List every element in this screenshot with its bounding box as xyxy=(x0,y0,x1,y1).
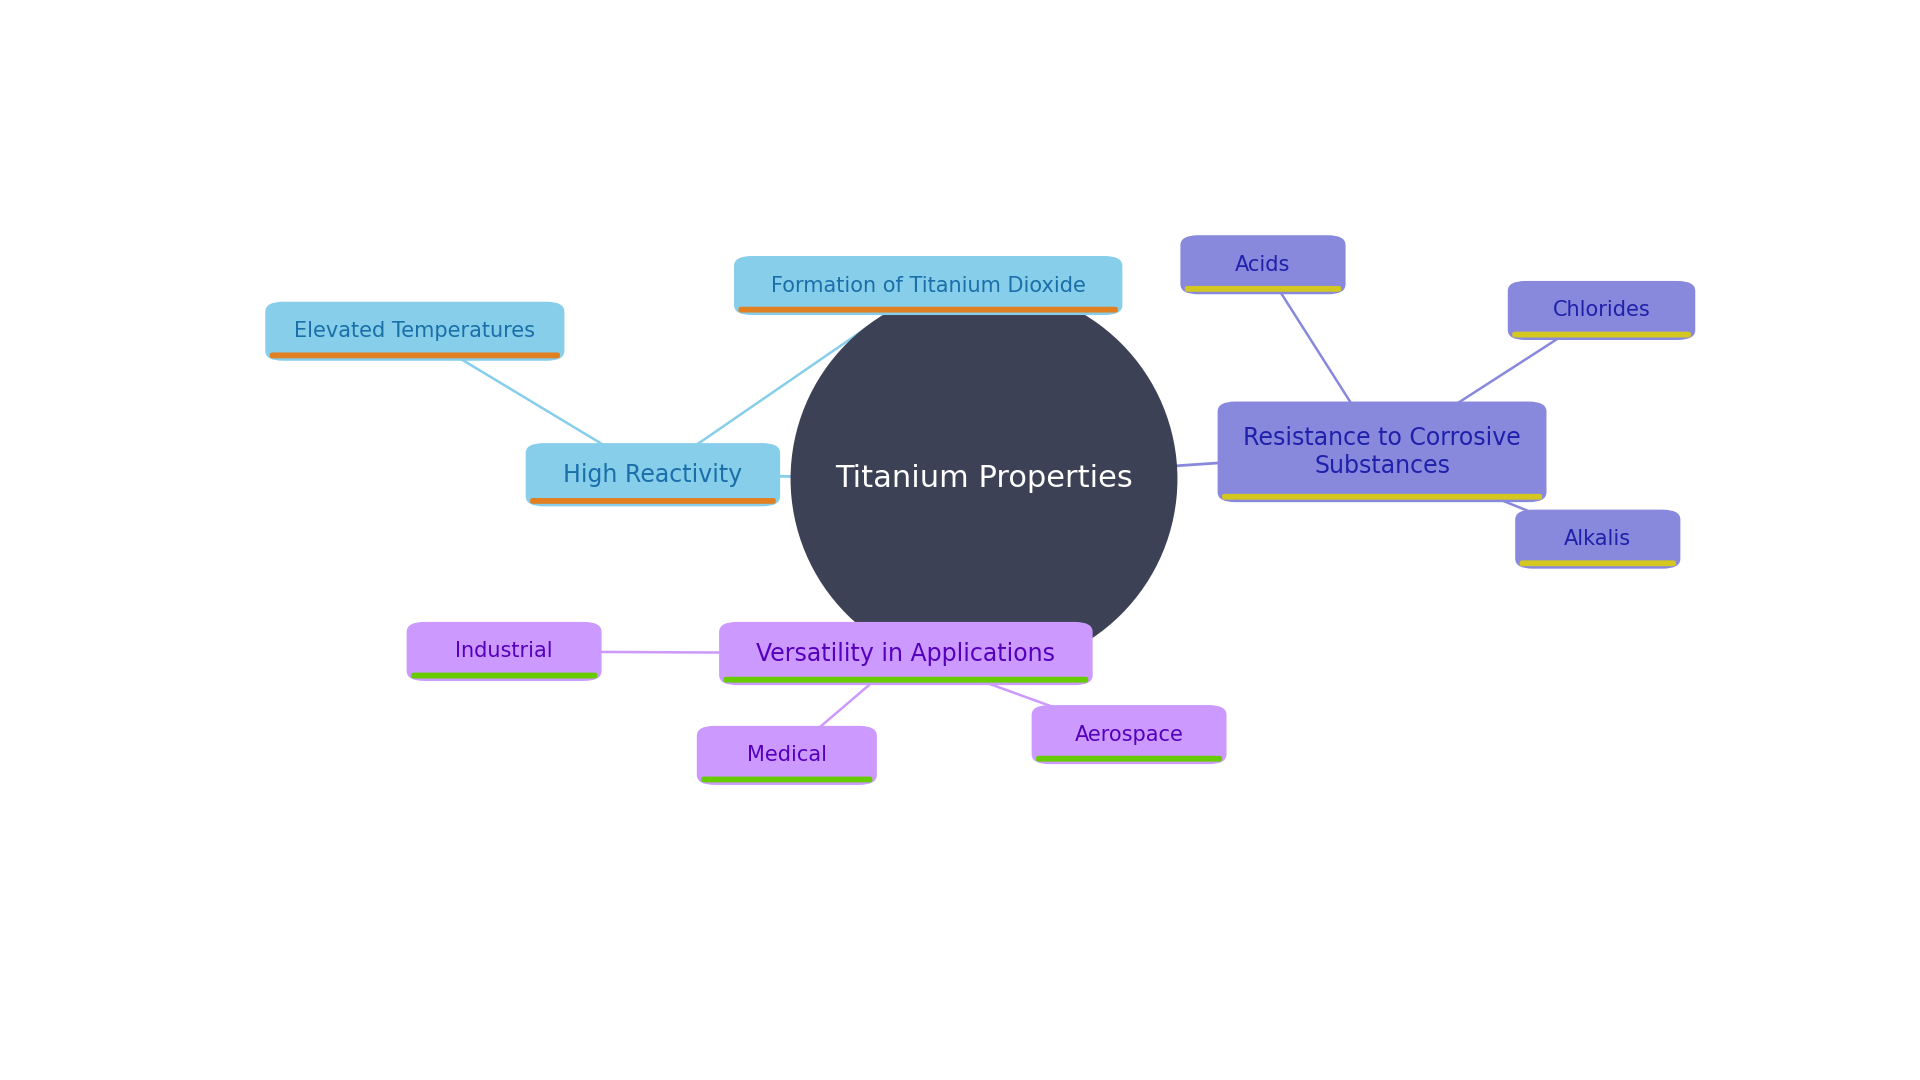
FancyBboxPatch shape xyxy=(733,256,1123,315)
Text: Elevated Temperatures: Elevated Temperatures xyxy=(294,321,536,341)
FancyBboxPatch shape xyxy=(697,726,877,785)
FancyBboxPatch shape xyxy=(407,622,601,681)
FancyBboxPatch shape xyxy=(1181,235,1346,294)
FancyBboxPatch shape xyxy=(1521,561,1676,566)
Ellipse shape xyxy=(791,286,1177,671)
Text: Acids: Acids xyxy=(1235,255,1290,274)
Text: Chlorides: Chlorides xyxy=(1553,300,1651,321)
FancyBboxPatch shape xyxy=(269,352,561,359)
FancyBboxPatch shape xyxy=(1185,286,1340,292)
Text: High Reactivity: High Reactivity xyxy=(563,462,743,487)
FancyBboxPatch shape xyxy=(526,443,780,507)
Text: Alkalis: Alkalis xyxy=(1565,529,1632,549)
FancyBboxPatch shape xyxy=(1507,281,1695,340)
Text: Formation of Titanium Dioxide: Formation of Titanium Dioxide xyxy=(770,275,1085,296)
FancyBboxPatch shape xyxy=(411,673,597,678)
Text: Resistance to Corrosive
Substances: Resistance to Corrosive Substances xyxy=(1242,426,1521,477)
FancyBboxPatch shape xyxy=(1031,705,1227,765)
Text: Medical: Medical xyxy=(747,745,828,766)
FancyBboxPatch shape xyxy=(1221,494,1542,500)
FancyBboxPatch shape xyxy=(701,777,872,782)
FancyBboxPatch shape xyxy=(724,677,1089,683)
Text: Aerospace: Aerospace xyxy=(1075,725,1183,744)
FancyBboxPatch shape xyxy=(1513,332,1692,337)
Text: Titanium Properties: Titanium Properties xyxy=(835,464,1133,494)
FancyBboxPatch shape xyxy=(1217,402,1546,502)
Text: Industrial: Industrial xyxy=(455,642,553,661)
FancyBboxPatch shape xyxy=(720,622,1092,685)
FancyBboxPatch shape xyxy=(265,301,564,361)
FancyBboxPatch shape xyxy=(1037,756,1221,761)
FancyBboxPatch shape xyxy=(1515,510,1680,569)
FancyBboxPatch shape xyxy=(530,498,776,503)
Text: Versatility in Applications: Versatility in Applications xyxy=(756,642,1056,665)
FancyBboxPatch shape xyxy=(739,307,1117,312)
